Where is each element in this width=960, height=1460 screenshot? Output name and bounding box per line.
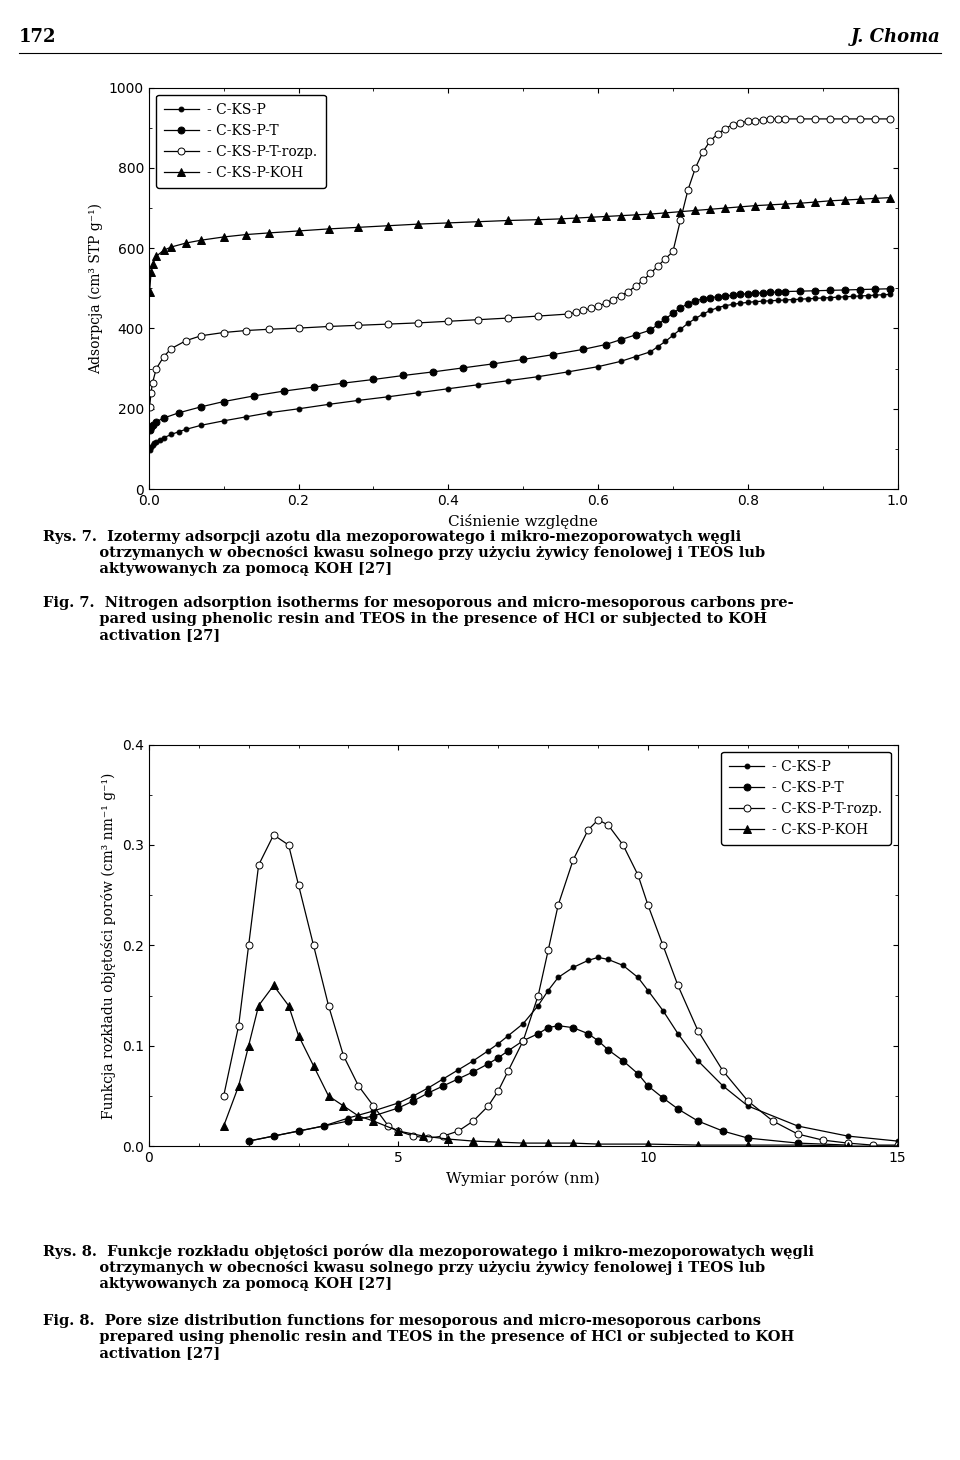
Text: Rys. 7.  Izotermy adsorpcji azotu dla mezoporowatego i mikro-mezoporowatych węgl: Rys. 7. Izotermy adsorpcji azotu dla mez… (43, 530, 765, 577)
Legend: - C-KS-P, - C-KS-P-T, - C-KS-P-T-rozp., - C-KS-P-KOH: - C-KS-P, - C-KS-P-T, - C-KS-P-T-rozp., … (721, 752, 891, 845)
Text: Rys. 8.  Funkcje rozkładu objętości porów dla mezoporowatego i mikro-mezoporowat: Rys. 8. Funkcje rozkładu objętości porów… (43, 1244, 814, 1291)
Text: 172: 172 (19, 28, 57, 45)
Text: Fig. 7.  Nitrogen adsorption isotherms for mesoporous and micro-mesoporous carbo: Fig. 7. Nitrogen adsorption isotherms fo… (43, 596, 794, 642)
X-axis label: Wymiar porów (nm): Wymiar porów (nm) (446, 1171, 600, 1186)
Y-axis label: Adsorpcja (cm³ STP g⁻¹): Adsorpcja (cm³ STP g⁻¹) (89, 203, 104, 374)
Y-axis label: Funkcja rozkładu objętości porów (cm³ nm⁻¹ g⁻¹): Funkcja rozkładu objętości porów (cm³ nm… (102, 772, 116, 1118)
Text: J. Choma: J. Choma (852, 28, 941, 45)
X-axis label: Ciśnienie względne: Ciśnienie względne (448, 514, 598, 529)
Legend: - C-KS-P, - C-KS-P-T, - C-KS-P-T-rozp., - C-KS-P-KOH: - C-KS-P, - C-KS-P-T, - C-KS-P-T-rozp., … (156, 95, 325, 188)
Text: Fig. 8.  Pore size distribution functions for mesoporous and micro-mesoporous ca: Fig. 8. Pore size distribution functions… (43, 1314, 795, 1361)
